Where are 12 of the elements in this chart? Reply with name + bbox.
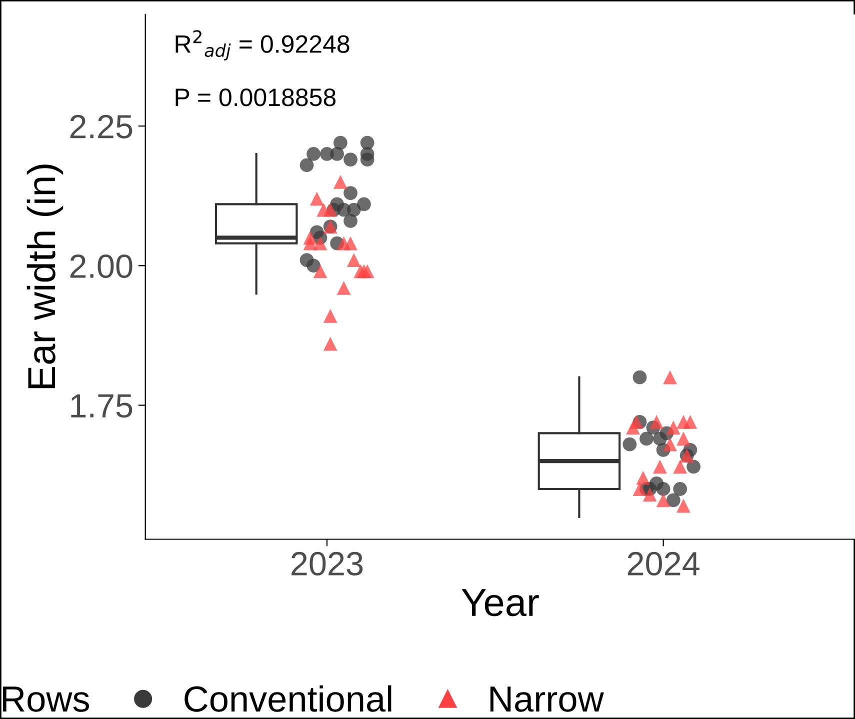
y-tick-label: 2.00 <box>70 254 132 278</box>
legend-label: Conventional <box>184 685 392 712</box>
x-axis-title: Year <box>462 589 539 616</box>
legend-label: Narrow <box>490 686 604 712</box>
y-tick-label: 1.75 <box>71 394 132 418</box>
y-axis-title: Ear width (in) <box>26 164 64 388</box>
legend-title: Rows <box>2 686 89 712</box>
annotation: R$^{2}$$_{adj}$ = 0.92248 <box>176 30 350 60</box>
x-tick-label: 2023 <box>292 552 363 576</box>
annotation: P = 0.0018858 <box>176 88 336 106</box>
y-tick-label: 2.25 <box>70 114 132 138</box>
x-tick-label: 2024 <box>628 552 700 576</box>
